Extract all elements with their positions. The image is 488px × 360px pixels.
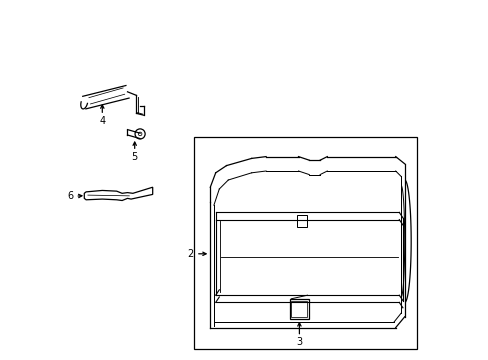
Text: 4: 4 [99,116,105,126]
Text: 2: 2 [187,249,193,259]
Text: 3: 3 [296,337,302,347]
Text: 6: 6 [67,191,74,201]
Bar [289,299,309,319]
Bar [194,137,416,349]
Bar [291,301,307,317]
Bar [296,215,306,227]
Text: 5: 5 [131,152,138,162]
